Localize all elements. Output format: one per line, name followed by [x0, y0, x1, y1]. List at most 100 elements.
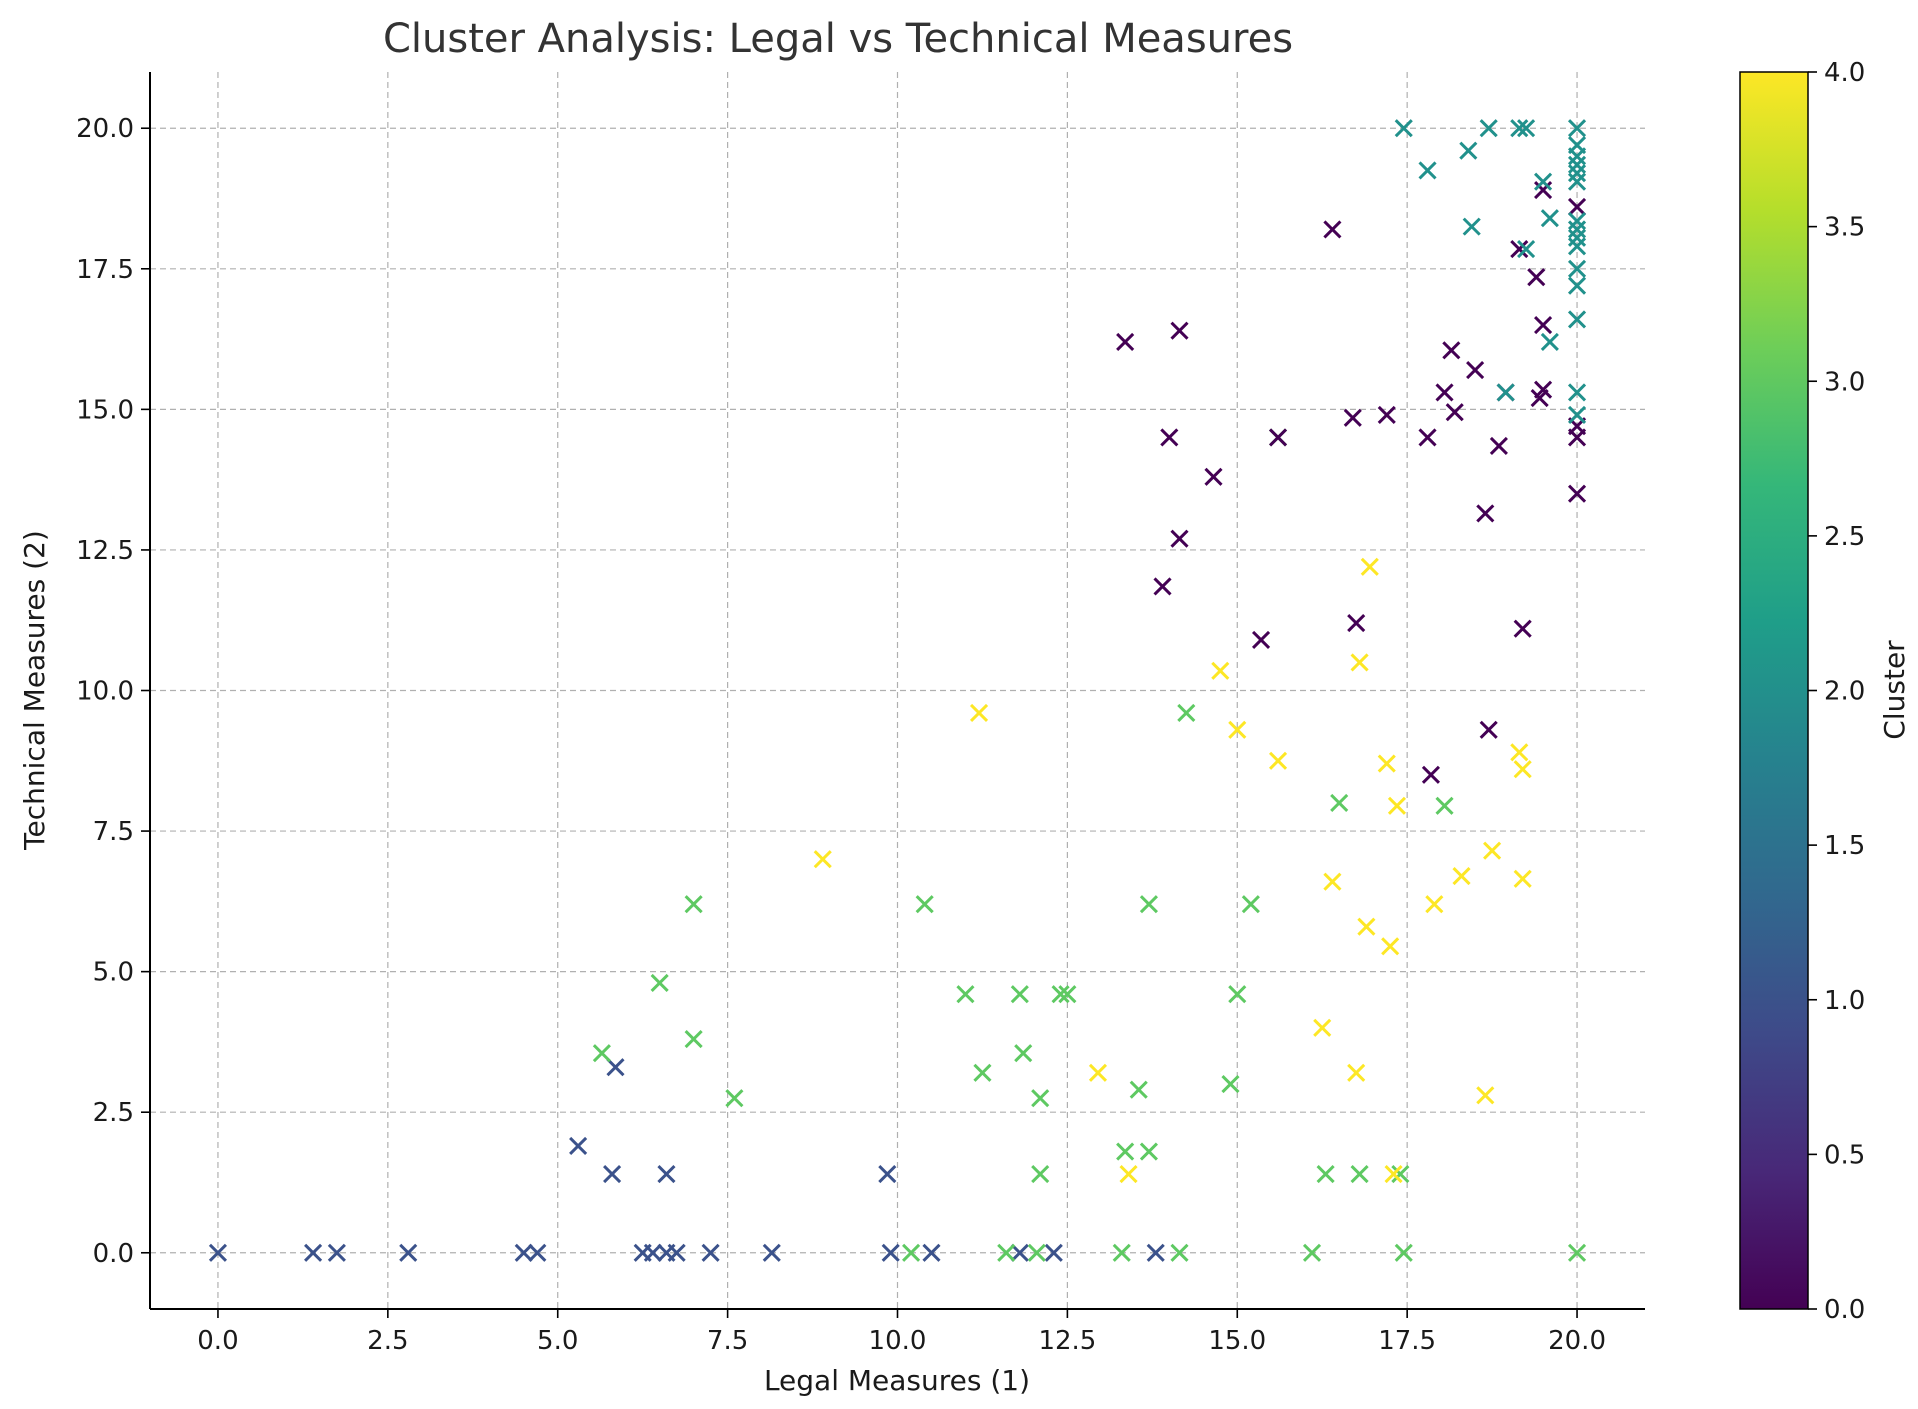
scatter-point	[1323, 872, 1342, 891]
scatter-point	[1119, 1164, 1138, 1184]
scatter-point	[1377, 754, 1396, 773]
scatter-point	[1139, 1142, 1158, 1161]
scatter-point	[1211, 661, 1230, 680]
scatter-point	[1567, 383, 1587, 402]
scatter-point	[399, 1243, 418, 1262]
scatter-point	[1534, 315, 1553, 335]
scatter-point	[304, 1243, 323, 1262]
scatter-point	[1567, 119, 1587, 138]
scatter-point	[1567, 147, 1587, 166]
colorbar-gradient	[1739, 71, 1809, 1310]
scatter-point	[1391, 1164, 1410, 1184]
scatter-point	[1357, 917, 1376, 936]
scatter-point	[684, 1030, 703, 1049]
y-tick-label: 15.0	[76, 395, 134, 425]
scatter-point	[1479, 119, 1498, 138]
scatter-point	[1221, 1075, 1240, 1094]
y-tick-label: 12.5	[76, 536, 134, 566]
scatter-point	[1044, 1243, 1063, 1262]
scatter-point	[1204, 467, 1223, 486]
scatter-point	[650, 973, 669, 992]
colorbar-tick-label: 2.5	[1824, 522, 1865, 552]
scatter-point	[1540, 332, 1559, 351]
colorbar-ticks: 0.0 0.5 1.0 1.5 2.0 2.5 3.0 3.5 4.0	[1808, 58, 1865, 1325]
scatter-point	[1313, 1018, 1332, 1037]
y-tick-label: 20.0	[76, 114, 134, 144]
scatter-point	[1268, 751, 1288, 770]
scatter-point	[657, 1164, 676, 1184]
scatter-point	[592, 1044, 611, 1063]
scatter-point	[956, 985, 975, 1004]
colorbar-tick-label: 0.5	[1824, 1140, 1865, 1170]
x-tick-label: 7.5	[707, 1326, 748, 1356]
scatter-point	[1170, 529, 1189, 548]
colorbar: 0.0 0.5 1.0 1.5 2.0 2.5 3.0 3.5 4.0 Cluster	[1739, 58, 1911, 1325]
scatter-point	[1129, 1080, 1148, 1099]
scatter-point	[762, 1243, 781, 1262]
x-tick-label: 20.0	[1548, 1326, 1606, 1356]
scatter-point	[1510, 240, 1529, 259]
scatter-point	[1146, 1243, 1165, 1262]
scatter-point	[1513, 869, 1532, 888]
scatter-point	[1014, 1044, 1033, 1063]
scatter-point	[915, 895, 934, 914]
scatter-point	[1088, 1063, 1108, 1082]
scatter-point	[1567, 1243, 1587, 1262]
scatter-point	[1347, 1063, 1366, 1082]
scatter-point	[1567, 172, 1587, 191]
scatter-point	[1177, 703, 1196, 723]
scatter-point	[1160, 428, 1179, 447]
scatter-point	[1116, 332, 1135, 351]
scatter-point	[1418, 161, 1437, 180]
scatter-point	[1517, 240, 1536, 259]
scatter-point	[1058, 985, 1077, 1004]
scatter-point	[514, 1243, 533, 1262]
scatter-point	[606, 1058, 625, 1077]
scatter-point	[1228, 720, 1247, 739]
scatter-point	[1483, 841, 1502, 860]
scatter-point	[1567, 164, 1587, 183]
scatter-point	[1343, 408, 1362, 427]
scatter-point	[1418, 428, 1437, 447]
scatter-point	[1394, 1243, 1413, 1262]
scatter-point	[1170, 1243, 1189, 1262]
scatter-point	[1466, 360, 1485, 380]
scatter-point	[1241, 895, 1260, 914]
scatter-point	[1350, 653, 1369, 672]
scatter-point	[1489, 436, 1508, 455]
scatter-point	[1567, 310, 1587, 329]
scatter-point	[1496, 383, 1515, 402]
scatter-point	[725, 1089, 744, 1108]
scatter-point	[1051, 985, 1070, 1004]
scatter-point	[1567, 228, 1587, 247]
scatter-point	[1268, 428, 1288, 447]
colorbar-tick-label: 1.0	[1824, 986, 1865, 1016]
scatter-point	[1567, 197, 1587, 217]
scatter-point	[208, 1243, 228, 1262]
scatter-point	[1527, 268, 1546, 287]
scatter-point	[1567, 155, 1587, 174]
x-tick-label: 0.0	[197, 1326, 238, 1356]
data-points	[208, 119, 1587, 1262]
scatter-point	[1567, 484, 1587, 503]
scatter-point	[1316, 1164, 1335, 1184]
scatter-point	[1350, 1164, 1369, 1184]
chart-title: Cluster Analysis: Legal vs Technical Mea…	[383, 16, 1293, 62]
scatter-point	[684, 895, 703, 914]
y-tick-label: 10.0	[76, 677, 134, 707]
scatter-point	[327, 1243, 346, 1262]
y-tick-label: 7.5	[93, 817, 134, 847]
scatter-point	[1139, 895, 1158, 914]
x-tick-label: 12.5	[1038, 1326, 1096, 1356]
scatter-point	[1567, 211, 1587, 231]
x-tick-label: 15.0	[1208, 1326, 1266, 1356]
scatter-point	[1476, 504, 1495, 523]
scatter-point	[1567, 220, 1587, 239]
y-axis-label: Technical Measures (2)	[18, 530, 51, 851]
scatter-point	[1534, 172, 1553, 191]
x-tick-label: 5.0	[537, 1326, 578, 1356]
scatter-point	[1513, 760, 1532, 779]
scatter-point	[969, 703, 989, 723]
scatter-point	[1347, 613, 1366, 633]
scatter-point	[1510, 119, 1529, 138]
